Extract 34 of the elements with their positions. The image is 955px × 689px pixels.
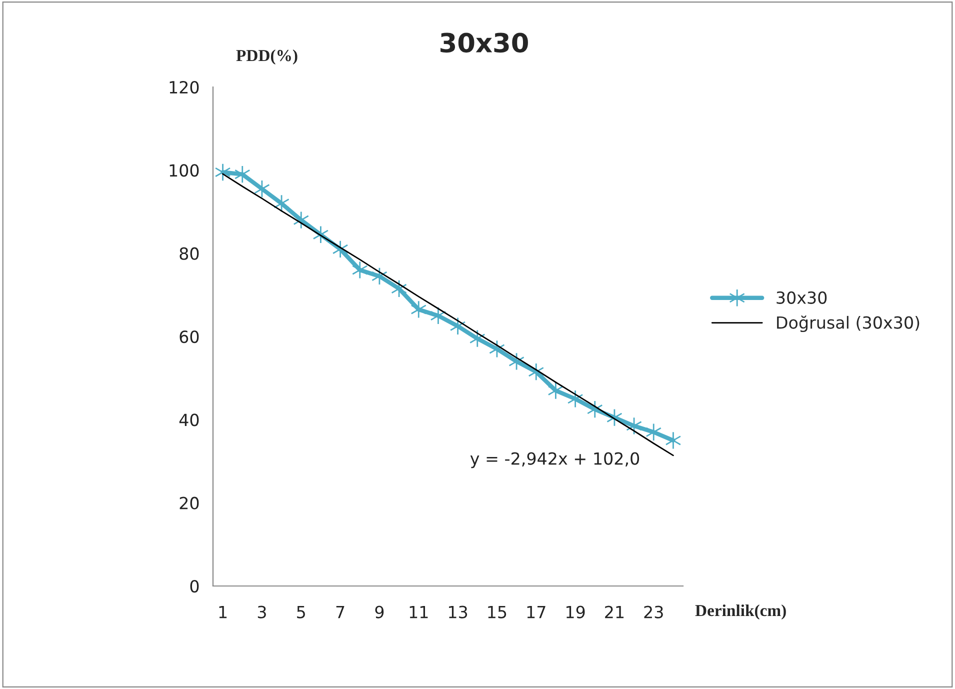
legend-label: Doğrusal (30x30): [777, 316, 920, 332]
point: [646, 423, 662, 442]
legend-label: 30x30: [776, 291, 827, 304]
y-tick-label: 60: [180, 330, 199, 344]
x-axis-title: Derinlik(cm): [695, 604, 786, 620]
point: [469, 330, 486, 348]
y-tick-label: 100: [170, 164, 199, 177]
x-tick-label: 1: [219, 606, 227, 618]
x-tick-label: 3: [258, 606, 266, 618]
y-tick-label: 20: [180, 496, 199, 510]
x-tick-label: 15: [488, 606, 506, 618]
x-tick-label: 19: [566, 606, 585, 618]
point: [214, 163, 231, 182]
x-tick-label: 17: [527, 606, 546, 618]
x-tick-label: 23: [644, 606, 663, 618]
y-tick-label: 120: [170, 80, 199, 94]
y-axis-title: PDD(%): [236, 49, 298, 65]
point: [234, 165, 250, 184]
point: [665, 431, 682, 450]
annotation: y = -2,942x + 102,0: [470, 452, 640, 468]
x-tick-label: 7: [336, 606, 344, 618]
point: [410, 300, 427, 318]
point: [352, 260, 368, 279]
y-tick-label: 40: [179, 414, 199, 426]
x-tick-label: 21: [605, 606, 624, 618]
chart-title: 30x30: [440, 32, 528, 53]
x-tick-label: 5: [297, 606, 305, 618]
y-tick-label: 0: [190, 580, 199, 593]
point: [293, 211, 310, 230]
point: [548, 382, 564, 400]
x-tick-label: 9: [375, 606, 384, 618]
y-tick-label: 80: [180, 247, 199, 260]
x-tick-label: 13: [449, 606, 468, 618]
x-tick-label: 11: [410, 606, 428, 618]
